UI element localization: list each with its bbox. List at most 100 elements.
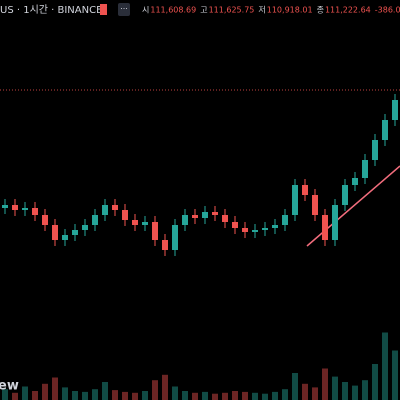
volume-bar xyxy=(42,383,48,400)
volume-bar xyxy=(22,386,28,400)
volume-bar xyxy=(272,391,278,400)
change: -386.05 (-0.3 xyxy=(375,6,400,15)
volume-bar xyxy=(152,380,158,400)
ohlc-value: 111,222.64 xyxy=(325,6,371,15)
ohlc: 시 111,608.69 고 111,625.75 저 110,918.01 종 111,22… xyxy=(142,6,400,15)
candle-body xyxy=(132,220,138,225)
ohlc-label: 종 xyxy=(317,6,324,15)
volume-bar xyxy=(312,387,318,400)
candle-body xyxy=(342,185,348,205)
candle-body xyxy=(22,208,28,210)
volume-bar xyxy=(302,383,308,400)
candle-body xyxy=(312,195,318,215)
candle-body xyxy=(322,215,328,240)
volume-bar xyxy=(172,386,178,400)
volume-bar xyxy=(222,392,228,400)
volume-bar xyxy=(292,373,298,400)
candle-body xyxy=(292,185,298,215)
ohlc-value: 111,608.69 xyxy=(150,6,196,15)
volume-bar xyxy=(122,391,128,400)
volume-bar xyxy=(102,382,108,400)
candle-body xyxy=(382,120,388,140)
volume-bar xyxy=(242,391,248,400)
volume-bar xyxy=(192,392,198,400)
candle-body xyxy=(222,215,228,222)
candle-body xyxy=(12,205,18,210)
volume-bar xyxy=(32,391,38,400)
volume-bar xyxy=(372,364,378,400)
candle-body xyxy=(112,205,118,210)
candle-body xyxy=(352,178,358,185)
volume-bar xyxy=(202,391,208,400)
candle-body xyxy=(152,222,158,240)
candle-body xyxy=(232,222,238,228)
ohlc-value: 111,625.75 xyxy=(209,6,255,15)
volume-bar xyxy=(2,389,8,400)
candle-body xyxy=(242,228,248,232)
volume-bar xyxy=(182,391,188,400)
candle-body xyxy=(302,185,308,195)
volume-bar xyxy=(362,380,368,400)
volume-bar xyxy=(112,390,118,400)
candle-body xyxy=(122,210,128,220)
candle-body xyxy=(332,205,338,240)
candle-body xyxy=(162,240,168,250)
candle-body xyxy=(362,160,368,178)
volume-bar xyxy=(82,391,88,400)
candle-body xyxy=(192,215,198,218)
candle-body xyxy=(82,225,88,230)
volume-bar xyxy=(382,332,388,400)
candle-body xyxy=(62,235,68,240)
volume-bar xyxy=(352,385,358,400)
candles xyxy=(2,94,398,256)
candle-body xyxy=(92,215,98,225)
volume-bar xyxy=(72,391,78,400)
volume-bar xyxy=(132,392,138,400)
volume-bar xyxy=(92,389,98,400)
ohlc-label: 고 xyxy=(200,6,207,15)
candle-body xyxy=(202,212,208,218)
more-button[interactable] xyxy=(118,3,130,16)
candle-body xyxy=(212,212,218,215)
ohlc-label: 저 xyxy=(258,6,265,15)
candle-body xyxy=(102,205,108,215)
candle-body xyxy=(392,100,398,120)
volume-bar xyxy=(162,374,168,400)
volume-bar xyxy=(12,392,18,400)
volume-bar xyxy=(212,393,218,400)
ohlc-label: 시 xyxy=(142,6,149,15)
volume-bar xyxy=(322,368,328,400)
volume-bar xyxy=(282,389,288,400)
candle-body xyxy=(42,215,48,225)
candle-body xyxy=(182,215,188,225)
volumes xyxy=(2,332,398,400)
brand: ew xyxy=(0,379,19,394)
flag-icon xyxy=(100,4,107,15)
candle-body xyxy=(32,208,38,215)
volume-bar xyxy=(342,382,348,400)
volume-bar xyxy=(142,391,148,400)
candle-body xyxy=(252,230,258,232)
more-icon[interactable]: ··· xyxy=(120,5,128,14)
candle-body xyxy=(172,225,178,250)
candle-body xyxy=(262,228,268,230)
candle-body xyxy=(282,215,288,225)
symbol: US · 1시간 · BINANCE xyxy=(0,4,102,16)
candle-body xyxy=(272,225,278,228)
volume-bar xyxy=(52,377,58,400)
volume-bar xyxy=(332,376,338,400)
volume-bar xyxy=(262,393,268,400)
candle-body xyxy=(372,140,378,160)
candle-body xyxy=(2,205,8,208)
volume-bar xyxy=(392,350,398,400)
header: US · 1시간 · BINANCE ··· 시 111,608.69 고 111,6… xyxy=(0,3,400,16)
candle-body xyxy=(52,225,58,240)
volume-bar xyxy=(232,391,238,400)
candle-body xyxy=(72,230,78,235)
volume-bar xyxy=(252,392,258,400)
candle-body xyxy=(142,222,148,225)
ohlc-value: 110,918.01 xyxy=(267,6,313,15)
volume-bar xyxy=(62,387,68,400)
